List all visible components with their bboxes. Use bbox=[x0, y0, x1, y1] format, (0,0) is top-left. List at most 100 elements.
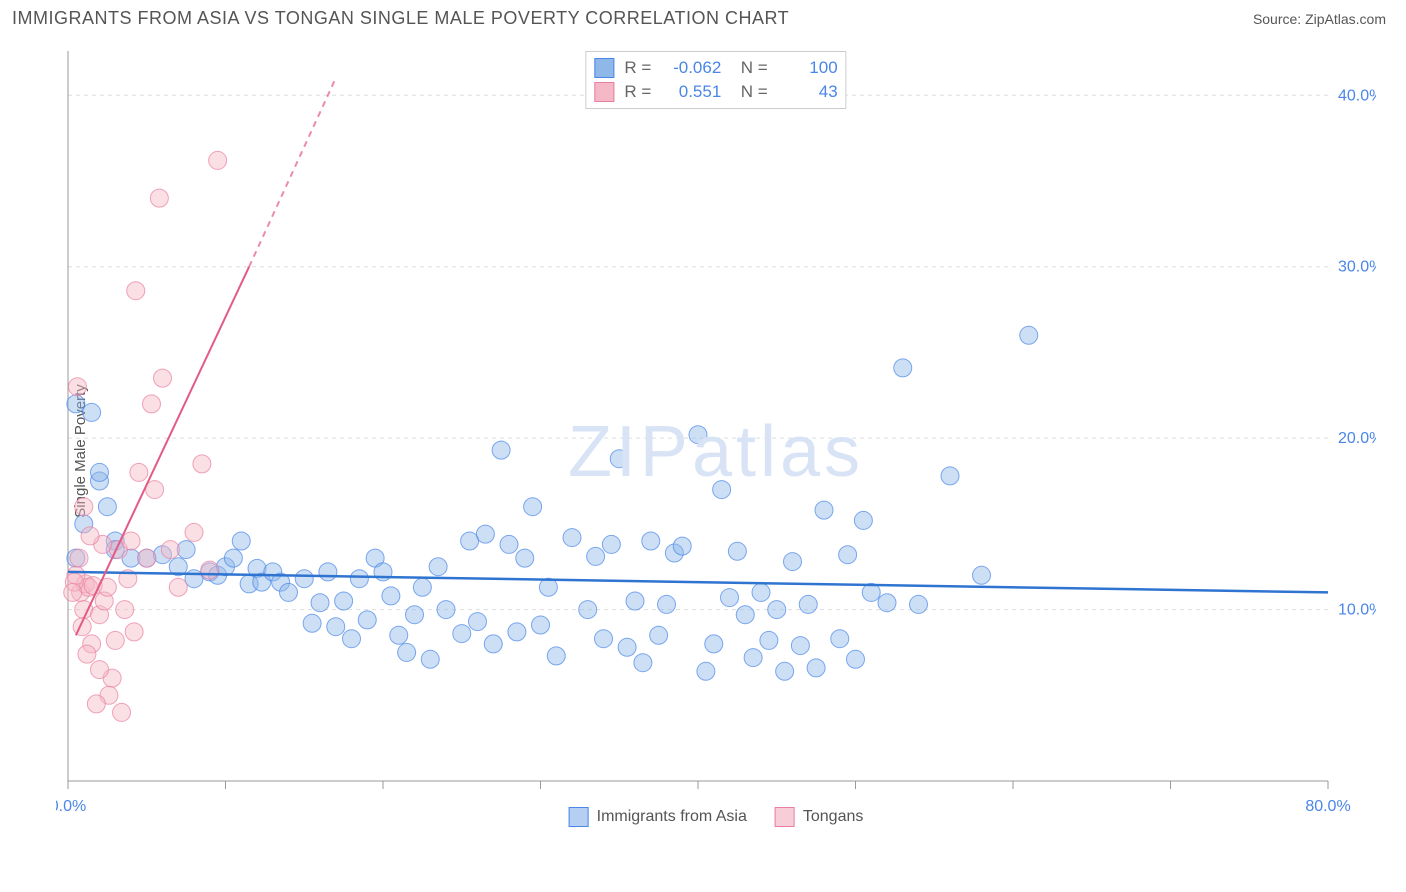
svg-text:80.0%: 80.0% bbox=[1305, 798, 1350, 815]
data-point bbox=[524, 498, 542, 516]
svg-text:40.0%: 40.0% bbox=[1338, 87, 1376, 104]
data-point bbox=[626, 592, 644, 610]
data-point bbox=[280, 583, 298, 601]
data-point bbox=[319, 563, 337, 581]
data-point bbox=[839, 546, 857, 564]
data-point bbox=[618, 638, 636, 656]
source-attribution: Source: ZipAtlas.com bbox=[1253, 11, 1386, 27]
chart-title: IMMIGRANTS FROM ASIA VS TONGAN SINGLE MA… bbox=[12, 8, 789, 29]
color-swatch bbox=[594, 82, 614, 102]
data-point bbox=[67, 395, 85, 413]
data-point bbox=[358, 611, 376, 629]
stat-n-label: N = bbox=[731, 58, 767, 78]
data-point bbox=[81, 527, 99, 545]
data-point bbox=[70, 549, 88, 567]
stat-n-label: N = bbox=[731, 82, 767, 102]
data-point bbox=[413, 578, 431, 596]
data-point bbox=[752, 583, 770, 601]
data-point bbox=[760, 631, 778, 649]
trend-line-extension bbox=[249, 78, 336, 267]
stats-row: R =0.551 N =43 bbox=[594, 80, 837, 104]
data-point bbox=[941, 467, 959, 485]
data-point bbox=[138, 549, 156, 567]
data-point bbox=[587, 547, 605, 565]
data-point bbox=[87, 695, 105, 713]
data-point bbox=[311, 594, 329, 612]
data-point bbox=[350, 570, 368, 588]
data-point bbox=[736, 606, 754, 624]
data-point bbox=[106, 631, 124, 649]
data-point bbox=[807, 659, 825, 677]
svg-text:0.0%: 0.0% bbox=[56, 798, 86, 815]
stats-legend: R = -0.062 N = 100R =0.551 N =43 bbox=[585, 51, 846, 109]
data-point bbox=[295, 570, 313, 588]
data-point bbox=[776, 662, 794, 680]
data-point bbox=[508, 623, 526, 641]
data-point bbox=[122, 532, 140, 550]
data-point bbox=[878, 594, 896, 612]
svg-text:30.0%: 30.0% bbox=[1338, 259, 1376, 276]
data-point bbox=[484, 635, 502, 653]
data-point bbox=[429, 558, 447, 576]
data-point bbox=[232, 532, 250, 550]
data-point bbox=[78, 645, 96, 663]
data-point bbox=[854, 511, 872, 529]
data-point bbox=[658, 595, 676, 613]
stat-r-value: -0.062 bbox=[661, 58, 721, 78]
data-point bbox=[610, 450, 628, 468]
data-point bbox=[201, 561, 219, 579]
data-point bbox=[744, 649, 762, 667]
data-point bbox=[973, 566, 991, 584]
data-point bbox=[831, 630, 849, 648]
data-point bbox=[169, 578, 187, 596]
data-point bbox=[894, 359, 912, 377]
legend-label: Tongans bbox=[803, 808, 864, 826]
data-point bbox=[185, 523, 203, 541]
data-point bbox=[327, 618, 345, 636]
data-point bbox=[713, 481, 731, 499]
data-point bbox=[768, 601, 786, 619]
legend-label: Immigrants from Asia bbox=[597, 808, 747, 826]
stat-n-value: 100 bbox=[778, 58, 838, 78]
data-point bbox=[64, 583, 82, 601]
data-point bbox=[154, 369, 172, 387]
data-point bbox=[224, 549, 242, 567]
data-point bbox=[150, 189, 168, 207]
data-point bbox=[390, 626, 408, 644]
data-point bbox=[595, 630, 613, 648]
data-point bbox=[1020, 326, 1038, 344]
data-point bbox=[142, 395, 160, 413]
data-point bbox=[689, 426, 707, 444]
data-point bbox=[673, 537, 691, 555]
color-swatch bbox=[775, 807, 795, 827]
data-point bbox=[335, 592, 353, 610]
legend-item: Immigrants from Asia bbox=[569, 807, 747, 827]
data-point bbox=[492, 441, 510, 459]
scatter-chart: 10.0%20.0%30.0%40.0%0.0%80.0% bbox=[56, 41, 1376, 821]
data-point bbox=[634, 654, 652, 672]
data-point bbox=[721, 589, 739, 607]
legend-item: Tongans bbox=[775, 807, 864, 827]
plot-area: ZIPatlas 10.0%20.0%30.0%40.0%0.0%80.0% R… bbox=[56, 41, 1376, 821]
stat-r-label: R = bbox=[624, 82, 651, 102]
data-point bbox=[343, 630, 361, 648]
data-point bbox=[125, 623, 143, 641]
data-point bbox=[116, 601, 134, 619]
data-point bbox=[791, 637, 809, 655]
data-point bbox=[650, 626, 668, 644]
svg-text:20.0%: 20.0% bbox=[1338, 430, 1376, 447]
data-point bbox=[303, 614, 321, 632]
data-point bbox=[209, 151, 227, 169]
data-point bbox=[91, 661, 109, 679]
data-point bbox=[421, 650, 439, 668]
data-point bbox=[453, 625, 471, 643]
data-point bbox=[815, 501, 833, 519]
data-point bbox=[68, 378, 86, 396]
data-point bbox=[91, 463, 109, 481]
data-point bbox=[516, 549, 534, 567]
data-point bbox=[697, 662, 715, 680]
data-point bbox=[563, 529, 581, 547]
data-point bbox=[127, 282, 145, 300]
data-point bbox=[193, 455, 211, 473]
data-point bbox=[799, 595, 817, 613]
